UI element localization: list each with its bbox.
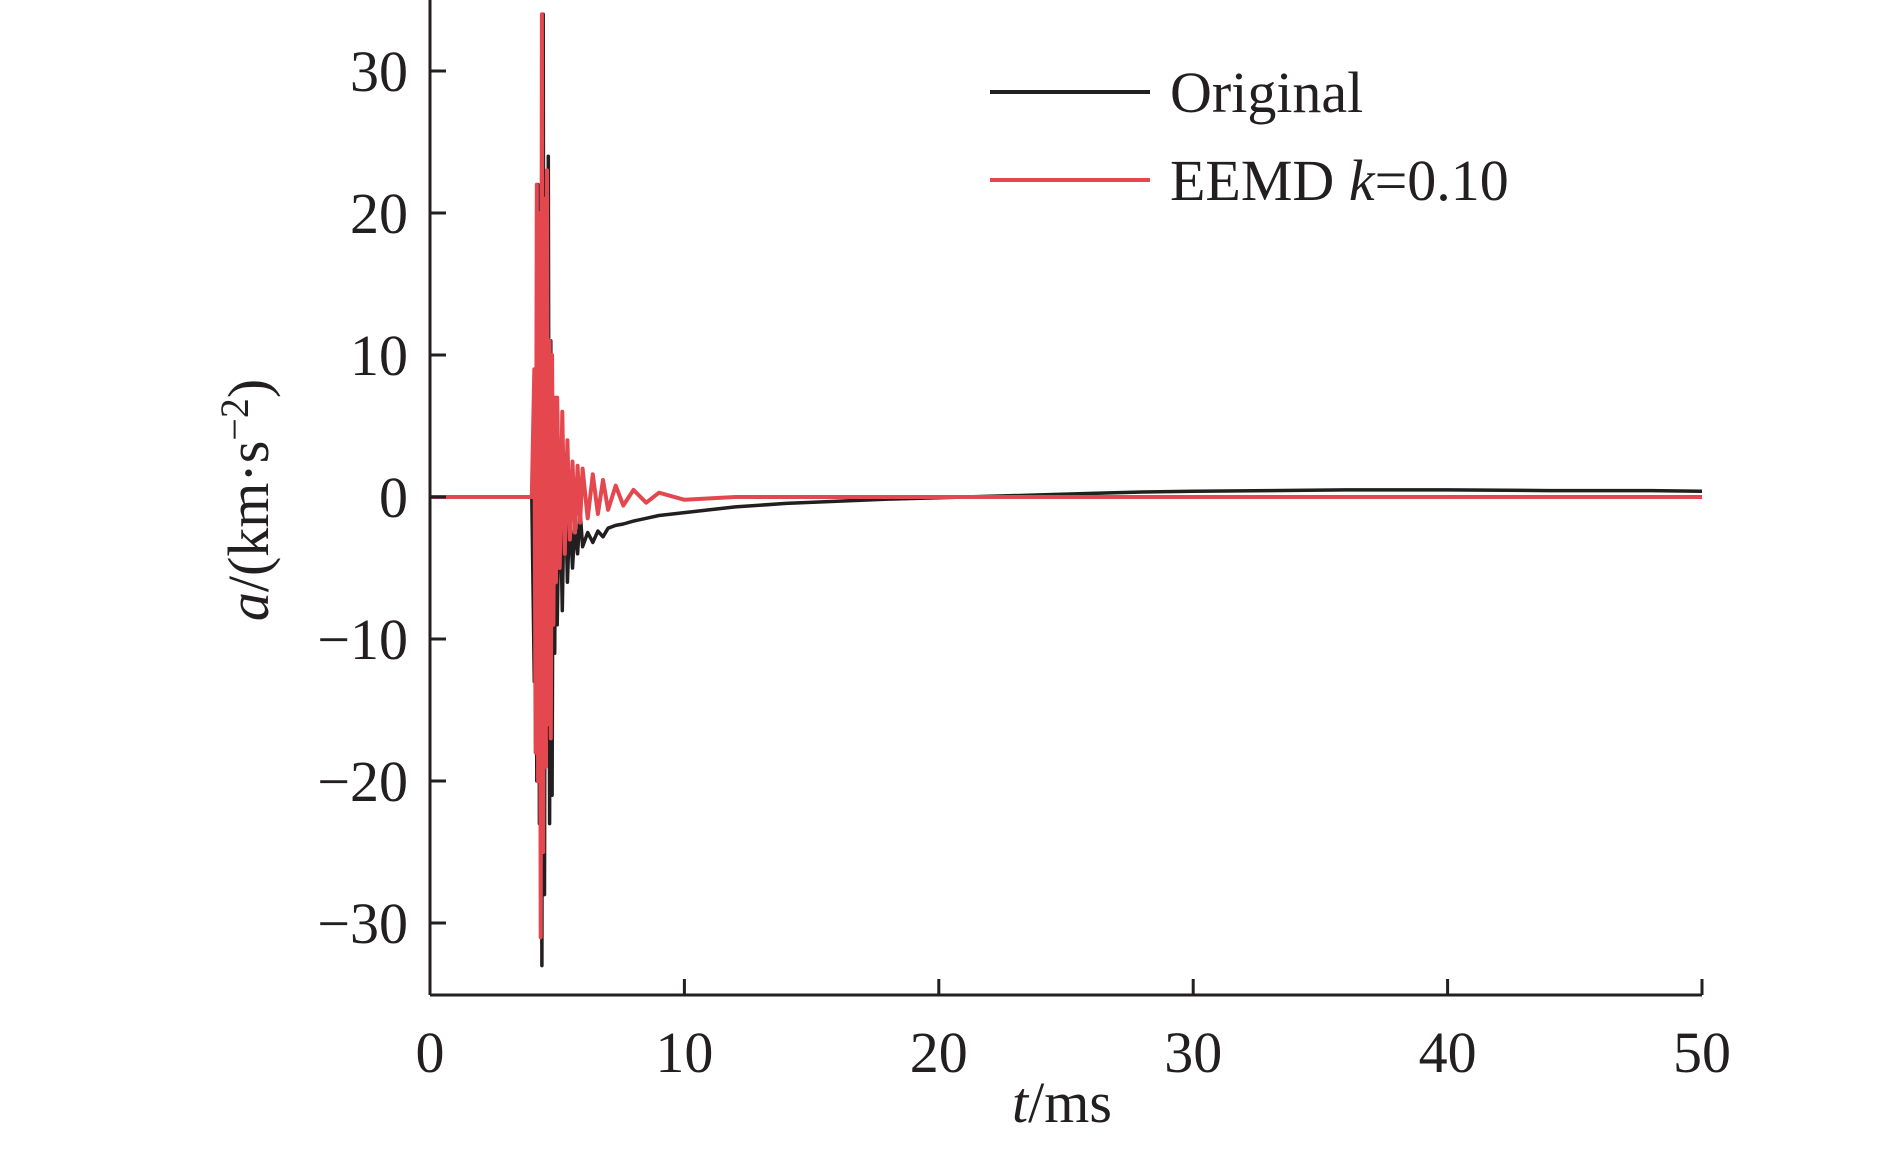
y-tick-label: 20 bbox=[350, 181, 408, 246]
series-line-original bbox=[430, 12, 1703, 968]
legend-label-part: k bbox=[1349, 148, 1376, 213]
ticks: 0 10 20 30 40 50 −30 −20 −10 0 10 20 30 bbox=[317, 39, 1731, 1085]
y-tick-label: −10 bbox=[317, 607, 408, 672]
x-tick-label: 50 bbox=[1673, 1020, 1731, 1085]
y-axis-label-close: ) bbox=[216, 379, 281, 398]
y-tick-label: −30 bbox=[317, 891, 408, 956]
y-axis-label-unit: /(km·s bbox=[216, 441, 281, 592]
x-tick-label: 30 bbox=[1164, 1020, 1222, 1085]
legend-label-part: =0.10 bbox=[1375, 148, 1509, 213]
x-tick-label: 10 bbox=[655, 1020, 713, 1085]
legend-label-eemd: EEMD k=0.10 bbox=[1170, 148, 1509, 213]
legend-label-part: EEMD bbox=[1170, 148, 1349, 213]
y-tick-label: 0 bbox=[379, 465, 408, 530]
x-tick-label: 0 bbox=[416, 1020, 445, 1085]
y-axis-label: a/(km·s−2) bbox=[212, 379, 281, 621]
x-axis-label-var: t bbox=[1012, 1070, 1030, 1135]
x-tick-label: 20 bbox=[910, 1020, 968, 1085]
x-tick-label: 40 bbox=[1419, 1020, 1477, 1085]
x-axis-label-unit: /ms bbox=[1028, 1070, 1112, 1135]
y-axis-label-var: a bbox=[216, 592, 281, 621]
y-tick-label: 30 bbox=[350, 39, 408, 104]
y-tick-label: −20 bbox=[317, 749, 408, 814]
x-axis-label: t/ms bbox=[1012, 1070, 1112, 1135]
legend-label-part: Original bbox=[1170, 60, 1363, 125]
legend: Original EEMD k=0.10 bbox=[990, 60, 1509, 213]
legend-label-original: Original bbox=[1170, 60, 1363, 125]
plot-lines bbox=[430, 12, 1703, 968]
y-tick-label: 10 bbox=[350, 323, 408, 388]
series-line-eemd bbox=[430, 12, 1702, 940]
y-axis-label-exponent: −2 bbox=[212, 398, 257, 441]
